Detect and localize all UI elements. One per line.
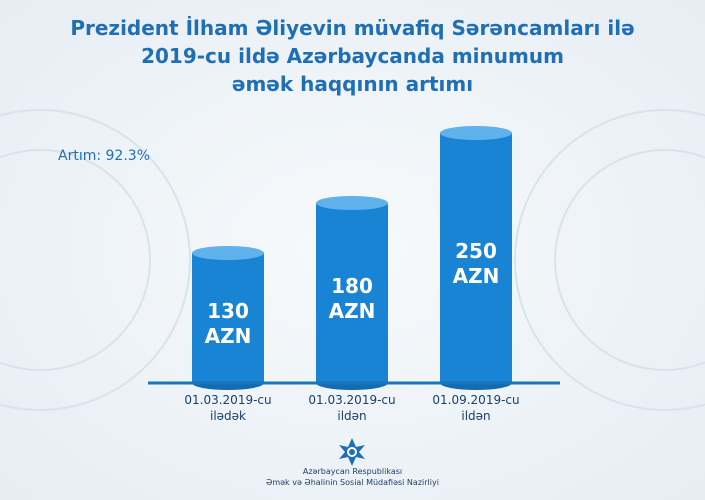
- bar: [440, 133, 512, 383]
- bar-top: [440, 126, 512, 140]
- value-label: 180 AZN: [328, 274, 376, 323]
- value-label: 130 AZN: [204, 299, 252, 348]
- x-tick-label: 01.09.2019-cu ildən: [432, 393, 520, 423]
- bar: [192, 253, 264, 383]
- value-label: 250 AZN: [452, 239, 500, 288]
- x-tick-label: 01.03.2019-cu ildən: [308, 393, 396, 423]
- logo: [339, 438, 365, 466]
- footer-text: Əmək və Əhalinin Sosial Müdafiəsi Nazirl…: [266, 478, 439, 487]
- bar: [316, 203, 388, 383]
- bar-top: [192, 246, 264, 260]
- bar-top: [316, 196, 388, 210]
- footer-text: Azərbaycan Respublikası: [302, 467, 403, 476]
- x-tick-label: 01.03.2019-cu ilədək: [184, 393, 272, 423]
- annotation: Artım: 92.3%: [58, 148, 150, 164]
- background-pattern: [0, 109, 705, 411]
- chart-title: Prezident İlham Əliyevin müvafiq Sərənca…: [70, 16, 635, 96]
